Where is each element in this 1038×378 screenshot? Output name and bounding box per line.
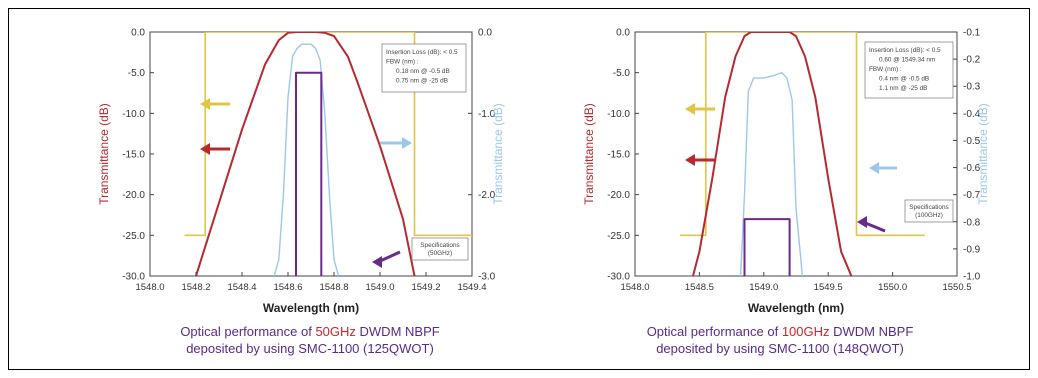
y-tick-label: -30.0 <box>607 272 630 283</box>
x-tick-label: 1548.8 <box>319 282 348 293</box>
y2-tick-label: -0.9 <box>963 244 981 255</box>
annotation-line: 0.75 nm @ -25 dB <box>396 78 448 85</box>
x-tick-label: 1549.2 <box>411 282 440 293</box>
specification-line: (100GHz) <box>915 212 943 219</box>
transmittance-zoom-curve <box>273 43 340 276</box>
y-tick-label: -15.0 <box>122 150 145 161</box>
y-tick-label: -10.0 <box>607 109 630 120</box>
red-arrow <box>200 143 230 155</box>
y2-tick-label: -0.3 <box>963 82 981 93</box>
annotation-line: 1.1 nm @ -25 dB <box>879 85 927 92</box>
y-axis-label: Transmittance (dB) <box>582 103 596 205</box>
purple-arrow <box>372 250 401 268</box>
x-tick-label: 1548.2 <box>181 282 210 293</box>
y-tick-label: -5.0 <box>128 68 146 79</box>
y-tick-label: -25.0 <box>607 231 630 242</box>
yellow-arrow <box>685 103 715 115</box>
y-tick-label: -20.0 <box>607 190 630 201</box>
y2-tick-label: 0.0 <box>478 28 492 39</box>
transmittance-curve <box>195 32 416 276</box>
x-tick-label: 1549.4 <box>457 282 486 293</box>
transmittance-curve <box>692 32 853 276</box>
specification-box <box>743 218 791 276</box>
caption-line-1: Optical performance of 100GHz DWDM NBPF <box>646 324 914 339</box>
annotation-line: 0.4 nm @ -0.5 dB <box>879 76 929 83</box>
y-tick-label: -20.0 <box>122 190 145 201</box>
y-tick-label: 0.0 <box>131 28 145 39</box>
x-axis-label: Wavelength (nm) <box>263 301 359 315</box>
x-tick-label: 1548.4 <box>227 282 256 293</box>
x-axis-label: Wavelength (nm) <box>748 301 844 315</box>
x-tick-label: 1549.5 <box>814 282 843 293</box>
specification-label: Specifications(100GHz) <box>904 199 954 223</box>
x-tick-label: 1550.0 <box>878 282 907 293</box>
x-tick-label: 1549.0 <box>749 282 778 293</box>
x-tick-label: 1549.0 <box>365 282 394 293</box>
y2-tick-label: -0.5 <box>963 136 981 147</box>
annotation-box: Insertion Loss (dB): < 0.5 FBW (nm) : 0.18… <box>381 43 467 93</box>
y2-tick-label: -0.8 <box>963 217 981 228</box>
red-arrow <box>685 154 715 166</box>
annotation-line: 0.18 nm @ -0.5 dB <box>396 68 450 75</box>
annotation-line: FBW (nm) : <box>869 66 902 73</box>
transmittance-zoom-curve <box>739 72 804 276</box>
chart-100ghz: Insertion Loss (dB): < 0.5 0.60 @ 1549.34… <box>582 28 990 316</box>
y2-tick-label: -2.0 <box>478 190 496 201</box>
chart-50ghz: Insertion Loss (dB): < 0.5 FBW (nm) : 0.18… <box>97 28 505 316</box>
y2-axis-label: Transmittance (dB) <box>976 103 990 205</box>
caption-100ghz: Optical performance of 100GHz DWDM NBPF … <box>590 323 970 357</box>
y2-tick-label: -0.2 <box>963 55 981 66</box>
annotation-line: Insertion Loss (dB): < 0.5 <box>386 49 458 56</box>
x-tick-label: 1548.5 <box>685 282 714 293</box>
y-tick-label: -15.0 <box>607 150 630 161</box>
specification-line: Specifications <box>420 242 459 249</box>
specification-box <box>295 71 323 276</box>
y-tick-label: -30.0 <box>122 272 145 283</box>
purple-arrow <box>857 216 886 233</box>
y2-axis-label: Transmittance (dB) <box>491 103 505 205</box>
x-tick-label: 1548.0 <box>620 282 649 293</box>
x-tick-label: 1548.6 <box>273 282 302 293</box>
y-tick-label: -5.0 <box>613 68 631 79</box>
caption-line-1: Optical performance of 50GHz DWDM NBPF <box>180 324 440 339</box>
y2-tick-label: -3.0 <box>478 272 496 283</box>
y2-tick-label: -0.6 <box>963 163 981 174</box>
annotation-line: 0.60 @ 1549.34 nm <box>879 57 935 64</box>
blue-arrow <box>869 162 897 174</box>
caption-line-2: deposited by using SMC-1100 (148QWOT) <box>656 341 904 356</box>
y2-tick-label: -1.0 <box>963 272 981 283</box>
specification-label: Specifications(50GHz) <box>411 237 469 261</box>
y-tick-label: -10.0 <box>122 109 145 120</box>
annotation-line: FBW (nm) : <box>386 59 419 66</box>
x-tick-label: 1548.0 <box>135 282 164 293</box>
y2-tick-label: -1.0 <box>478 109 496 120</box>
y2-tick-label: -0.4 <box>963 109 981 120</box>
y2-tick-label: -0.7 <box>963 190 981 201</box>
specification-line: (50GHz) <box>428 250 452 257</box>
caption-line-2: deposited by using SMC-1100 (125QWOT) <box>186 341 434 356</box>
caption-50ghz: Optical performance of 50GHz DWDM NBPF d… <box>120 323 500 357</box>
y-tick-label: 0.0 <box>616 28 630 39</box>
y-tick-label: -25.0 <box>122 231 145 242</box>
y2-tick-label: -0.1 <box>963 28 981 39</box>
annotation-line: Insertion Loss (dB): < 0.5 <box>869 47 941 54</box>
yellow-arrow <box>200 98 230 110</box>
specification-line: Specifications <box>909 204 948 211</box>
specification-mask <box>184 32 472 237</box>
annotation-box: Insertion Loss (dB): < 0.5 0.60 @ 1549.34… <box>864 41 954 99</box>
x-tick-label: 1550.5 <box>942 282 971 293</box>
blue-arrow <box>380 137 412 149</box>
y-axis-label: Transmittance (dB) <box>97 103 111 205</box>
